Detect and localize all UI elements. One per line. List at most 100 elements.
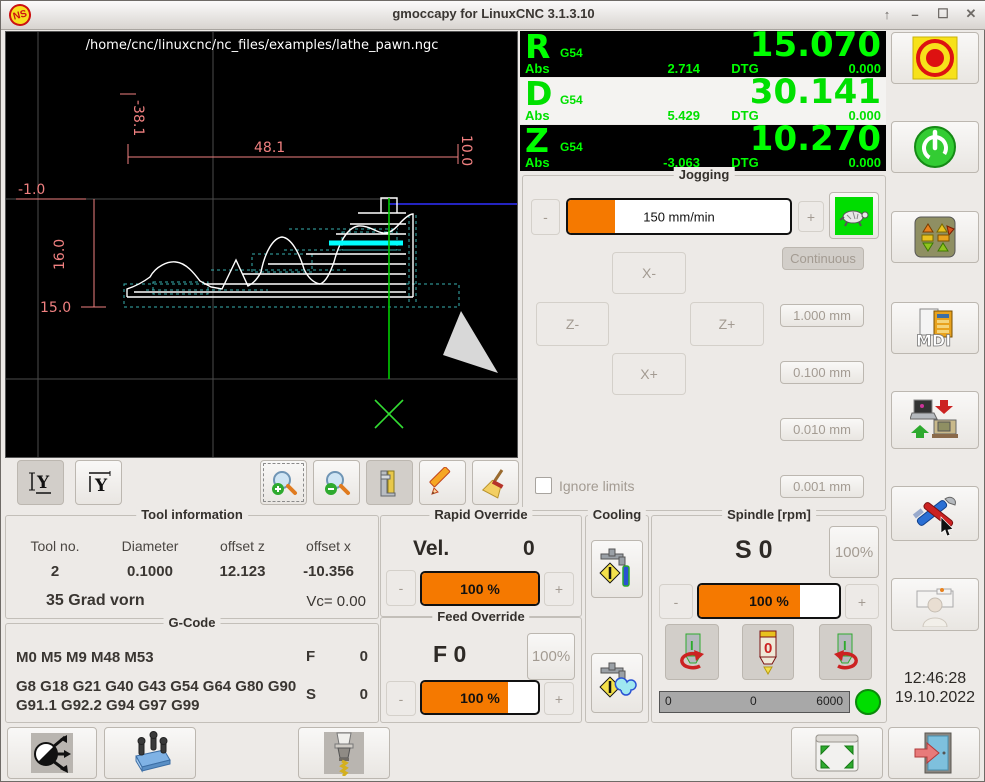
feed-fill (422, 682, 508, 713)
tool-info-frame: Tool information Tool no. Diameter offse… (5, 507, 379, 619)
spindle-minus-button[interactable]: - (659, 584, 693, 619)
ignore-limits-checkbox[interactable] (535, 477, 552, 494)
jog-increment-01mm-button[interactable]: 0.100 mm (780, 361, 864, 384)
spindle-reset-button[interactable]: 100% (829, 526, 879, 578)
spindle-stop-button[interactable]: 0 (742, 624, 794, 680)
spindle-plus-button[interactable]: + (845, 584, 879, 619)
mdi-icon: MDI (916, 308, 953, 350)
rapid-plus-button[interactable]: + (544, 572, 574, 606)
fullscreen-button[interactable] (791, 727, 883, 779)
tool-change-button[interactable] (298, 727, 390, 779)
exit-icon (914, 732, 952, 774)
svg-text:0: 0 (764, 640, 772, 657)
flood-coolant-button[interactable] (591, 653, 643, 713)
jog-speed-minus-button[interactable]: - (531, 199, 560, 235)
edit-gcode-button[interactable] (419, 460, 466, 505)
gcode-title: G-Code (163, 615, 221, 630)
feed-reset-button[interactable]: 100% (527, 633, 575, 680)
clear-plot-button[interactable] (472, 460, 519, 505)
jog-increment-0001mm-button[interactable]: 0.001 mm (780, 475, 864, 498)
gremlin-preview[interactable]: -38.1 48.1 10.0 -1.0 16.0 15.0 (5, 31, 518, 458)
mist-coolant-button[interactable] (591, 540, 643, 598)
dro-row-d[interactable]: D G54 30.141 Abs 5.429 DTG 0.000 (520, 72, 886, 124)
jog-increment-1mm-button[interactable]: 1.000 mm (780, 304, 864, 327)
rapid-fill (422, 573, 538, 604)
gcode-frame: G-Code M0 M5 M9 M48 M53 F 0 G8 G18 G21 G… (5, 615, 379, 723)
jog-continuous-button[interactable]: Continuous (782, 247, 864, 270)
continuous-label: Continuous (790, 251, 856, 266)
tool-description: 35 Grad vorn (46, 592, 145, 609)
jog-z-minus-button[interactable]: Z- (536, 302, 609, 346)
shade-window-button[interactable]: ↑ (883, 6, 891, 22)
spindle-cw-button[interactable]: I (819, 624, 872, 680)
f-label: F (306, 648, 316, 665)
jogging-frame: Jogging - 150 mm/min + Continuous X- Z- … (522, 167, 886, 511)
auto-mode-button[interactable] (891, 391, 979, 449)
minus-label: - (673, 593, 679, 610)
minimize-button[interactable]: – (911, 6, 919, 22)
probe-icon (135, 731, 171, 773)
f-value: 0 (359, 648, 368, 665)
cooling-frame: Cooling (585, 507, 649, 723)
exit-button[interactable] (888, 727, 980, 779)
spindle-ccw-button[interactable]: I (665, 624, 719, 680)
rapid-override-bar[interactable]: 100 % (420, 571, 540, 606)
s-label: S (306, 686, 317, 703)
touch-off-button[interactable] (7, 727, 97, 779)
inc-01mm-label: 0.100 mm (793, 365, 851, 380)
inc-1mm-label: 1.000 mm (793, 308, 851, 323)
coord-system: G54 (560, 140, 583, 154)
maximize-button[interactable]: ☐ (937, 6, 949, 21)
settings-button[interactable] (891, 486, 979, 541)
feed-plus-button[interactable]: + (544, 682, 574, 715)
machine-on-button[interactable] (891, 121, 979, 173)
manual-mode-button[interactable] (891, 211, 979, 263)
svg-text:48.1: 48.1 (254, 140, 285, 156)
svg-text:Y: Y (36, 473, 50, 493)
dimension-y-button[interactable]: Y (17, 460, 64, 505)
diameter-value: 0.1000 (127, 563, 173, 580)
measure-icon (380, 470, 395, 496)
clock-date: 19.10.2022 (894, 689, 976, 706)
jog-z-plus-button[interactable]: Z+ (690, 302, 764, 346)
zoom-out-icon (324, 470, 350, 495)
minus-label: - (398, 690, 404, 707)
feed-override-bar[interactable]: 100 % (420, 680, 540, 715)
x-plus-label: X+ (640, 366, 658, 382)
jog-increment-001mm-button[interactable]: 0.010 mm (780, 418, 864, 441)
user-settings-button[interactable] (891, 578, 979, 631)
minus-label: - (398, 580, 404, 596)
jog-x-minus-button[interactable]: X- (612, 252, 686, 294)
abs-label: Abs (525, 108, 550, 123)
turtle-jog-button[interactable] (829, 192, 879, 239)
axis-letter: R (525, 27, 551, 66)
zoom-out-button[interactable] (313, 460, 360, 505)
dtg-value: 0.000 (848, 155, 881, 170)
mdi-mode-button[interactable]: MDI (891, 302, 979, 354)
jog-speed-plus-button[interactable]: + (798, 201, 824, 232)
dro-row-z[interactable]: Z G54 10.270 Abs -3.063 DTG 0.000 (520, 119, 886, 171)
spindle-stop-icon: 0 (759, 630, 777, 675)
z-plus-label: Z+ (718, 316, 736, 332)
dro-row-x[interactable]: R G54 15.070 Abs 2.714 DTG 0.000 (520, 25, 886, 77)
jog-speed-bar[interactable]: 150 mm/min (566, 198, 792, 235)
dimension-y2-button[interactable]: Y (75, 460, 122, 505)
spindle-override-bar[interactable]: 100 % (697, 583, 841, 619)
offset-x-header: offset x (306, 538, 351, 554)
close-button[interactable]: ✕ (965, 6, 977, 21)
offset-z-value: 12.123 (219, 563, 266, 580)
axis-value: 15.070 (749, 25, 881, 65)
active-m-codes: M0 M5 M9 M48 M53 (16, 649, 154, 666)
feed-minus-button[interactable]: - (386, 681, 416, 716)
plus-label: + (554, 581, 564, 597)
settings-icon (912, 496, 956, 536)
spindle-speed-label: S 0 (735, 536, 773, 564)
rapid-minus-button[interactable]: - (386, 570, 416, 606)
measure-view-button[interactable] (366, 460, 413, 505)
zoom-in-button[interactable] (260, 460, 307, 505)
block-height-button[interactable] (104, 727, 196, 779)
estop-button[interactable] (891, 32, 979, 84)
plus-label: + (806, 208, 816, 225)
svg-text:MDI: MDI (916, 331, 951, 350)
jog-x-plus-button[interactable]: X+ (612, 353, 686, 395)
